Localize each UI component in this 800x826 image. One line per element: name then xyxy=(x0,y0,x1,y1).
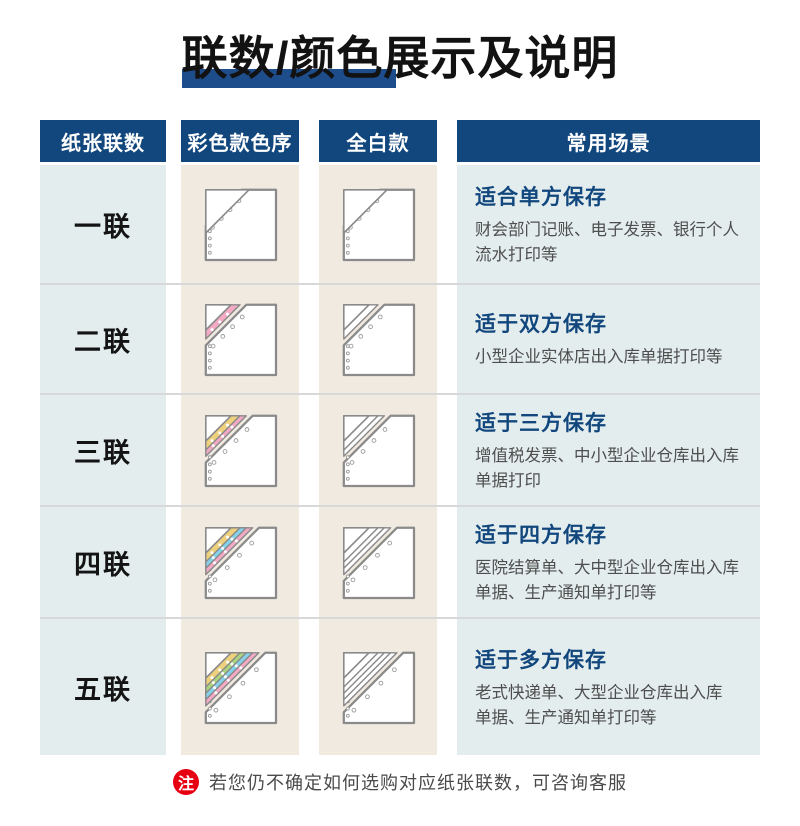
color-paper-icon xyxy=(181,165,299,283)
ply-color-table: 纸张联数 彩色款色序 全白款 常用场景 一联 适合单方保存 财会部门记账、电子发… xyxy=(40,120,760,755)
scenario-title: 适于多方保存 xyxy=(475,648,607,672)
scenario-cell: 适于四方保存 医院结算单、大中型企业仓库出入库 单据、生产通知单打印等 xyxy=(457,507,760,617)
scenario-description: 小型企业实体店出入库单据打印等 xyxy=(475,348,723,367)
scenario-cell: 适于三方保存 增值税发票、中小型企业仓库出入库 单据打印 xyxy=(457,395,760,505)
white-paper-icon xyxy=(319,165,437,283)
scenario-description: 老式快递单、大型企业仓库出入库 单据、生产通知单打印等 xyxy=(475,683,723,727)
scenario-cell: 适合单方保存 财会部门记账、电子发票、银行个人 流水打印等 xyxy=(457,165,760,283)
table-header-row: 纸张联数 彩色款色序 全白款 常用场景 xyxy=(40,120,760,162)
ply-label-cell: 二联 xyxy=(40,285,166,393)
scenario-title: 适于四方保存 xyxy=(475,523,607,547)
table-row: 一联 适合单方保存 财会部门记账、电子发票、银行个人 流水打印等 xyxy=(40,165,760,283)
title-accent-bar xyxy=(181,69,396,88)
white-paper-icon xyxy=(319,285,437,393)
scenario-title: 适于双方保存 xyxy=(475,313,607,337)
color-paper-icon xyxy=(181,285,299,393)
scenario-cell: 适于多方保存 老式快递单、大型企业仓库出入库 单据、生产通知单打印等 xyxy=(457,619,760,755)
ply-label-cell: 三联 xyxy=(40,395,166,505)
column-header-ply-count: 纸张联数 xyxy=(40,120,166,162)
ply-label-cell: 四联 xyxy=(40,507,166,617)
footnote: 注 若您仍不确定如何选购对应纸张联数，可咨询客服 xyxy=(0,769,800,795)
table-row: 四联 适于四方保存 医院结算单、大中型企业仓库出入库 单据、生产通知单打印等 xyxy=(40,505,760,617)
scenario-description: 增值税发票、中小型企业仓库出入库 单据打印 xyxy=(475,446,739,490)
scenario-description: 财会部门记账、电子发票、银行个人 流水打印等 xyxy=(475,220,739,264)
ply-label-cell: 一联 xyxy=(40,165,166,283)
scenario-description: 医院结算单、大中型企业仓库出入库 单据、生产通知单打印等 xyxy=(475,558,739,602)
page-title-text: 联数/颜色展示及说明 xyxy=(181,32,619,84)
page-title: 联数/颜色展示及说明 xyxy=(181,26,619,90)
note-text: 若您仍不确定如何选购对应纸张联数，可咨询客服 xyxy=(209,773,627,793)
color-paper-icon xyxy=(181,507,299,617)
table-row: 三联 适于三方保存 增值税发票、中小型企业仓库出入库 单据打印 xyxy=(40,393,760,505)
white-paper-icon xyxy=(319,507,437,617)
scenario-cell: 适于双方保存 小型企业实体店出入库单据打印等 xyxy=(457,285,760,393)
column-header-use-scenarios: 常用场景 xyxy=(457,120,760,162)
white-paper-icon xyxy=(319,395,437,505)
scenario-title: 适于三方保存 xyxy=(475,411,607,435)
color-paper-icon xyxy=(181,619,299,755)
white-paper-icon xyxy=(319,619,437,755)
table-row: 二联 适于双方保存 小型企业实体店出入库单据打印等 xyxy=(40,283,760,393)
ply-label-cell: 五联 xyxy=(40,619,166,755)
table-row: 五联 适于多方保存 老式快递单、大型企业仓库出入库 单据、生产通知单打印等 xyxy=(40,617,760,755)
infographic-page: 联数/颜色展示及说明 纸张联数 彩色款色序 全白款 常用场景 一联 适合单方保存… xyxy=(0,26,800,826)
color-paper-icon xyxy=(181,395,299,505)
column-header-all-white: 全白款 xyxy=(319,120,437,162)
column-header-color-sequence: 彩色款色序 xyxy=(181,120,299,162)
note-badge-icon: 注 xyxy=(173,769,199,795)
scenario-title: 适合单方保存 xyxy=(475,185,607,209)
